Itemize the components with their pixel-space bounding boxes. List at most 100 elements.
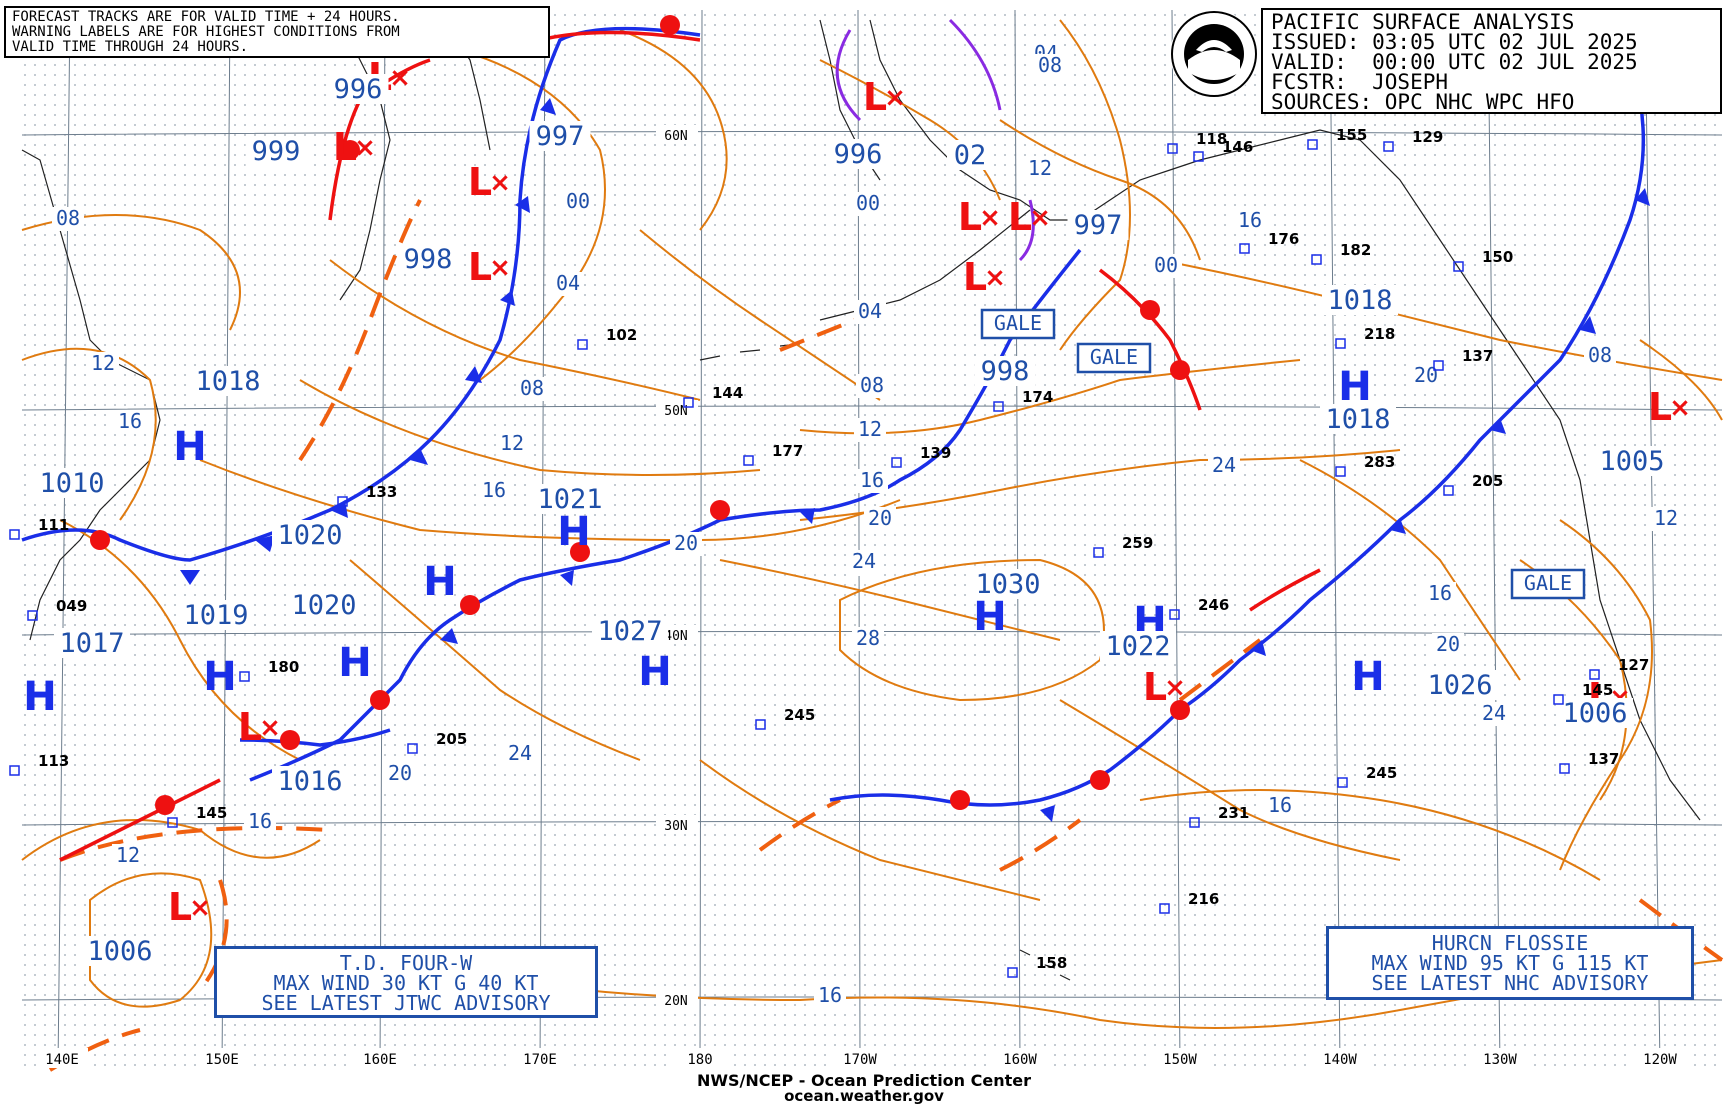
lon-label-box bbox=[354, 1048, 406, 1068]
pressure-value-box bbox=[1594, 446, 1670, 476]
low-center-x-icon: × bbox=[389, 63, 411, 93]
lon-label: 150W bbox=[1163, 1052, 1197, 1068]
lon-label: 170W bbox=[843, 1052, 877, 1068]
station-pressure-value: 245 bbox=[784, 706, 815, 724]
station-marker-icon bbox=[743, 455, 754, 466]
low-center-x-icon: × bbox=[354, 133, 376, 163]
station-pressure-value: 182 bbox=[1340, 241, 1371, 259]
low-pressure-symbol: L bbox=[1648, 385, 1672, 429]
station-marker-icon bbox=[755, 719, 766, 730]
isobar-label: 16 bbox=[1268, 793, 1292, 817]
station-marker-icon bbox=[1311, 254, 1322, 265]
isobar-label-box bbox=[516, 377, 548, 401]
station-marker-icon bbox=[1335, 466, 1346, 477]
isobar-label: 12 bbox=[116, 843, 140, 867]
header-issued: ISSUED: 03:05 UTC 02 JUL 2025 bbox=[1271, 30, 1638, 54]
isobar-label: 16 bbox=[860, 468, 884, 492]
isobar-label-box bbox=[1034, 54, 1066, 78]
station-pressure-value: 155 bbox=[1336, 126, 1367, 144]
pressure-value-box bbox=[286, 590, 362, 620]
station-marker-icon bbox=[9, 529, 20, 540]
isobar-label: 16 bbox=[1238, 208, 1262, 232]
station-marker-icon bbox=[1335, 338, 1346, 349]
station-pressure-value: 137 bbox=[1588, 750, 1619, 768]
isobar-label-box bbox=[1432, 633, 1464, 657]
lon-label: 130W bbox=[1483, 1052, 1517, 1068]
isobar-label: 12 bbox=[858, 417, 882, 441]
station-pressure-value: 216 bbox=[1188, 890, 1219, 908]
station-pressure-value: 127 bbox=[1618, 656, 1649, 674]
high-pressure-symbol: H bbox=[423, 559, 456, 605]
pressure-value: 1006 bbox=[1562, 698, 1627, 729]
isobar-label-box bbox=[244, 810, 276, 834]
pressure-value: 1019 bbox=[183, 600, 248, 631]
station-pressure-value: 174 bbox=[1022, 388, 1053, 406]
header-title: PACIFIC SURFACE ANALYSIS bbox=[1271, 10, 1575, 34]
lat-label-box bbox=[656, 815, 698, 833]
gale-warning-box bbox=[1510, 568, 1586, 600]
isobar-label: 12 bbox=[500, 431, 524, 455]
lon-label-box bbox=[196, 1048, 248, 1068]
pressure-value: 997 bbox=[536, 121, 585, 152]
front-symbols-cold bbox=[180, 98, 1650, 822]
lon-label: 150E bbox=[205, 1052, 239, 1068]
isobar-label: 08 bbox=[520, 376, 544, 400]
pressure-value-box bbox=[970, 569, 1046, 599]
isobar-label-box bbox=[1584, 344, 1616, 368]
station-pressure-value: 137 bbox=[1462, 347, 1493, 365]
forecast-note-line2: WARNING LABELS ARE FOR HIGHEST CONDITION… bbox=[12, 24, 400, 40]
station-marker-icon bbox=[1007, 967, 1018, 978]
low-center-x-icon: × bbox=[259, 713, 281, 743]
station-marker-icon bbox=[1169, 609, 1180, 620]
pressure-value: 1020 bbox=[291, 590, 356, 621]
pressure-value-box bbox=[397, 244, 459, 274]
gale-warning-box bbox=[1076, 342, 1152, 374]
isobar-label: 04 bbox=[556, 271, 580, 295]
station-pressure-value: 111 bbox=[38, 516, 69, 534]
pressure-value-box bbox=[827, 139, 889, 169]
pressure-value-box bbox=[272, 520, 348, 550]
high-pressure-symbol: H bbox=[1338, 364, 1371, 410]
station-marker-icon bbox=[1433, 360, 1444, 371]
isobar-label-box bbox=[856, 469, 888, 493]
pressure-value-box bbox=[1422, 670, 1498, 700]
pressure-value: 1010 bbox=[39, 468, 104, 499]
station-pressure-value: 259 bbox=[1122, 534, 1153, 552]
footer-site: ocean.weather.gov bbox=[784, 1087, 944, 1105]
low-center-x-icon: × bbox=[1164, 673, 1186, 703]
isobar-label-box bbox=[478, 479, 510, 503]
station-pressure-value: 231 bbox=[1218, 804, 1249, 822]
pressure-value-box bbox=[1100, 631, 1176, 661]
header-box: PACIFIC SURFACE ANALYSIS ISSUED: 03:05 U… bbox=[1261, 8, 1722, 114]
pressure-value: 998 bbox=[981, 356, 1030, 387]
isobar-label: 28 bbox=[856, 626, 880, 650]
station-marker-icon bbox=[1589, 669, 1600, 680]
isobar-label: 12 bbox=[1654, 506, 1678, 530]
isobar-label: 00 bbox=[1154, 253, 1178, 277]
pressure-value-box bbox=[529, 121, 591, 151]
pressure-value: 996 bbox=[834, 139, 883, 170]
pressure-value-box bbox=[272, 766, 348, 796]
isobar-label: 08 bbox=[56, 206, 80, 230]
pressure-value: 1018 bbox=[1325, 404, 1390, 435]
td-four-w-title: T.D. FOUR-W bbox=[339, 951, 473, 975]
td-four-w-wind: MAX WIND 30 KT G 40 KT bbox=[273, 971, 539, 995]
lon-label: 140W bbox=[1323, 1052, 1357, 1068]
station-pressure-value: 118 bbox=[1196, 130, 1227, 148]
pressure-value: 1006 bbox=[87, 936, 152, 967]
pressure-value: 997 bbox=[1074, 210, 1123, 241]
lon-label-box bbox=[36, 1048, 88, 1068]
isobar-label-box bbox=[1024, 157, 1056, 181]
pressure-value-box bbox=[245, 136, 307, 166]
lon-label: 160E bbox=[363, 1052, 397, 1068]
high-pressure-symbol: H bbox=[338, 640, 371, 686]
isobar-label-box bbox=[87, 352, 119, 376]
isobar-label: 20 bbox=[1436, 632, 1460, 656]
isobar-label-box bbox=[670, 532, 702, 556]
lat-label: 20N bbox=[664, 994, 687, 1009]
coastlines bbox=[21, 19, 1701, 981]
noaa-logo-icon bbox=[1171, 11, 1257, 97]
pressure-value: 1017 bbox=[59, 628, 124, 659]
pressure-value-box bbox=[1557, 698, 1633, 728]
